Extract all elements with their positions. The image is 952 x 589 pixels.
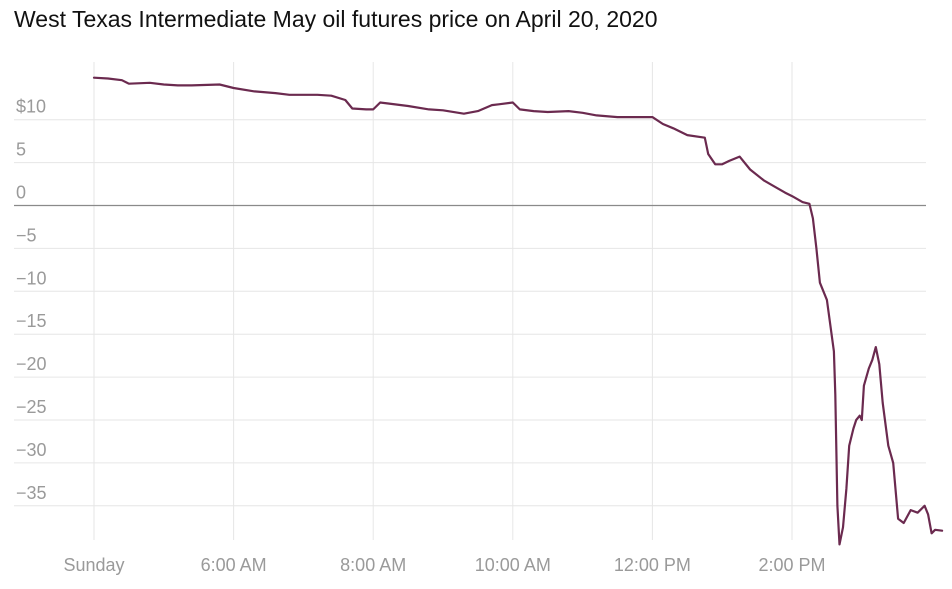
x-axis-ticks: Sunday 6:00 AM 8:00 AM 10:00 AM 12:00 PM 2:00… bbox=[63, 555, 825, 575]
y-tick-label: −35 bbox=[16, 483, 47, 503]
y-tick-label: $10 bbox=[16, 97, 46, 117]
y-tick-label: −25 bbox=[16, 397, 47, 417]
y-tick-label: −20 bbox=[16, 354, 47, 374]
chart-title: West Texas Intermediate May oil futures … bbox=[14, 6, 658, 32]
x-tick-label: Sunday bbox=[63, 555, 124, 575]
y-axis-ticks: $10 5 0 −5 −10 −15 −20 −25 −30 −35 bbox=[16, 97, 47, 503]
y-tick-label: 0 bbox=[16, 183, 26, 203]
x-tick-label: 2:00 PM bbox=[758, 555, 825, 575]
y-tick-label: −30 bbox=[16, 440, 47, 460]
x-tick-label: 6:00 AM bbox=[201, 555, 267, 575]
x-tick-label: 10:00 AM bbox=[475, 555, 551, 575]
x-tick-label: 12:00 PM bbox=[614, 555, 691, 575]
grid-lines bbox=[14, 62, 926, 540]
y-tick-label: −15 bbox=[16, 311, 47, 331]
y-tick-label: −5 bbox=[16, 225, 37, 245]
price-series-line bbox=[92, 76, 944, 546]
y-tick-label: 5 bbox=[16, 140, 26, 160]
x-tick-label: 8:00 AM bbox=[340, 555, 406, 575]
series-group bbox=[92, 76, 944, 546]
y-tick-label: −10 bbox=[16, 268, 47, 288]
